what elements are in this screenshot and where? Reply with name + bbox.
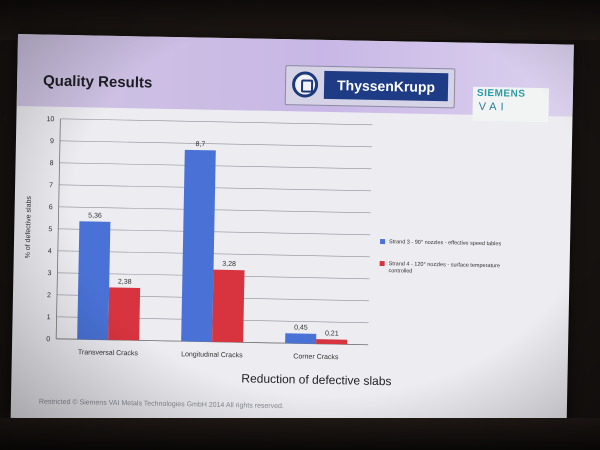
y-tick-label: 3	[47, 270, 51, 277]
bar	[212, 269, 245, 343]
data-label: 2,38	[118, 279, 132, 286]
bar	[77, 221, 111, 340]
bar	[181, 149, 216, 342]
data-label: 3,28	[222, 261, 236, 268]
legend-label: Strand 3 - 90° nozzles - effective speed…	[389, 239, 502, 247]
x-axis-label: Reduction of defective slabs	[241, 371, 391, 388]
y-tick-label: 0	[46, 336, 50, 343]
y-tick-label: 6	[49, 204, 53, 211]
data-label: 0,21	[325, 330, 339, 337]
bar-chart: 0 1 2 3 4 5 6 7 8 9 10 5,36 2,38 Transversal Cracks 8…	[25, 116, 502, 388]
legend-swatch	[380, 238, 386, 245]
bar	[285, 333, 317, 344]
y-tick-label: 7	[49, 182, 53, 189]
legend-label: Strand 4 - 120° nozzles - surface temper…	[388, 261, 500, 276]
data-label: 8,7	[195, 141, 205, 148]
y-tick-label: 5	[48, 226, 52, 233]
gridline	[60, 118, 373, 126]
x-tick-label: Longitudinal Cracks	[181, 351, 243, 359]
room-floor	[0, 418, 600, 450]
x-tick-label: Corner Cracks	[293, 353, 339, 361]
data-label: 5,36	[88, 212, 102, 219]
chart-legend: Strand 3 - 90° nozzles - effective speed…	[379, 238, 502, 276]
y-tick-label: 2	[47, 292, 51, 299]
chart-bars	[77, 149, 348, 345]
room-ceiling	[0, 0, 600, 40]
y-tick-label: 10	[46, 116, 54, 123]
y-tick-label: 1	[47, 314, 51, 321]
legend-swatch	[379, 260, 385, 267]
presentation-slide: Quality Results ThyssenKrupp SIEMENS VAI…	[10, 34, 574, 429]
y-tick-label: 9	[50, 138, 54, 145]
data-label: 0,45	[294, 324, 308, 331]
gridline	[59, 140, 372, 148]
y-tick-label: 8	[50, 160, 54, 167]
y-tick-label: 4	[48, 248, 52, 255]
chart-labels: 5,36 2,38 Transversal Cracks 8,7 3,28 Longitu…	[78, 141, 339, 361]
bar	[316, 339, 348, 345]
x-tick-label: Transversal Cracks	[78, 349, 139, 357]
bar	[108, 287, 141, 341]
y-axis-line	[55, 118, 61, 339]
y-axis-label: % of defective slabs	[25, 196, 33, 259]
